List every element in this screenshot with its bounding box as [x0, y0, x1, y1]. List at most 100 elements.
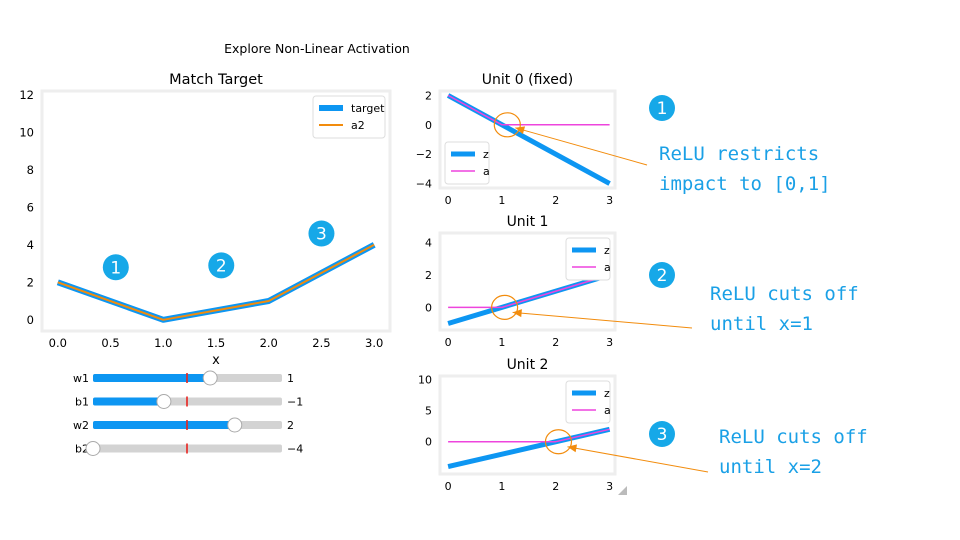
slider-value: −1	[287, 396, 303, 409]
annotation-note-line: ReLU cuts off	[719, 426, 868, 448]
highlight-circle	[491, 294, 519, 320]
badge-number: 1	[110, 258, 121, 278]
x-tick-label: 3	[606, 480, 613, 493]
x-tick-label: 3	[606, 194, 613, 207]
series-line-a	[448, 428, 610, 443]
slider-handle[interactable]	[227, 417, 243, 433]
slider-value: −4	[287, 443, 303, 456]
legend: target a2	[312, 95, 386, 139]
y-tick-label: 5	[425, 405, 432, 418]
x-tick-label: 2	[552, 194, 559, 207]
annotation-note-line: impact to [0,1]	[659, 173, 831, 195]
slider-fill	[93, 421, 235, 429]
unit-0-plot: Unit 0 (fixed) 0 1 2 3 2 0 −2 −4 za	[416, 72, 617, 207]
x-tick-label: 2.0	[260, 336, 278, 350]
slider-w1[interactable]: w1 1	[73, 370, 294, 386]
badge-circle	[308, 220, 335, 247]
chart-title: Unit 0 (fixed)	[482, 72, 573, 88]
x-tick-label: 2.5	[312, 336, 330, 350]
slider-w2[interactable]: w2 2	[73, 417, 294, 433]
x-tick-label: 1	[498, 336, 505, 349]
series-line-a2	[57, 243, 375, 321]
legend: za	[565, 237, 611, 281]
chart-title: Unit 2	[507, 357, 549, 373]
slider-fill	[93, 397, 164, 406]
legend-label-target: target	[351, 102, 385, 115]
x-tick-label: 2	[552, 480, 559, 493]
x-tick-label: 1	[498, 480, 505, 493]
slider-b2[interactable]: b2 −4	[75, 441, 303, 456]
callout-arrow-line	[512, 311, 693, 329]
slider-label: w1	[73, 372, 89, 385]
badge-circle	[649, 95, 675, 121]
x-tick-label: 1.5	[207, 336, 225, 350]
arrow-head-icon	[512, 309, 522, 318]
y-tick-label: 0	[425, 301, 432, 314]
x-tick-label: 1	[498, 194, 505, 207]
y-tick-label: 0	[425, 436, 432, 449]
badge-number: 2	[216, 256, 227, 276]
arrow-head-icon	[515, 126, 526, 135]
y-tick-label: 2	[425, 89, 432, 102]
slider-handle[interactable]	[156, 394, 172, 409]
legend: za	[444, 141, 490, 185]
legend-label-a: a	[604, 404, 611, 417]
annotation-note-line: until x=2	[719, 456, 822, 478]
slider-handle[interactable]	[85, 441, 101, 456]
x-tick-label: 2	[552, 336, 559, 349]
x-tick-label: 3	[606, 336, 613, 349]
callout-arrow-line	[567, 446, 709, 473]
highlight-circle	[544, 429, 573, 455]
y-tick-label: 8	[27, 163, 34, 177]
series-line-a	[448, 274, 610, 309]
resize-handle-icon[interactable]	[618, 486, 627, 495]
y-tick-label: 4	[425, 237, 432, 250]
x-tick-label: 0	[445, 336, 452, 349]
y-tick-label: 6	[27, 200, 34, 214]
x-tick-label: 0.0	[49, 336, 67, 350]
annotation-note-line: until x=1	[710, 313, 813, 335]
y-tick-label: 10	[418, 374, 432, 387]
slider-label: b2	[75, 443, 89, 456]
badge-circle	[208, 252, 235, 279]
badge-number: 1	[657, 99, 668, 119]
annotation-note-line: ReLU cuts off	[710, 283, 859, 305]
slider-handle[interactable]	[202, 370, 218, 386]
legend-label-z: z	[483, 148, 489, 161]
badge-circle	[649, 262, 675, 288]
x-tick-label: 1.0	[154, 336, 172, 350]
legend-label-a: a	[483, 165, 490, 178]
slider-fill	[93, 374, 211, 382]
y-tick-label: −2	[416, 148, 432, 161]
unit-2-plot: Unit 2 0 1 2 3 10 5 0 za	[418, 357, 617, 493]
y-tick-label: 12	[19, 88, 34, 102]
legend-label-a2: a2	[351, 119, 365, 132]
x-tick-label: 0.5	[101, 336, 119, 350]
highlight-circle	[493, 112, 521, 138]
y-tick-label: 4	[27, 238, 34, 252]
legend: za	[565, 380, 611, 424]
chart-title: Match Target	[169, 72, 263, 88]
slider-panel: w1 1 b1 −1 w2 2 b2 −4	[73, 370, 303, 456]
arrow-head-icon	[567, 444, 578, 453]
y-tick-label: −4	[416, 178, 432, 191]
unit-1-plot: Unit 1 0 1 2 3 4 2 0 za	[425, 214, 617, 349]
badge-circle	[649, 421, 675, 447]
legend-label-z: z	[604, 387, 610, 400]
slider-label: w2	[73, 419, 89, 432]
figure-title: Explore Non-Linear Activation	[224, 41, 410, 56]
y-tick-label: 2	[27, 275, 34, 289]
slider-label: b1	[75, 396, 89, 409]
y-tick-label: 0	[425, 119, 432, 132]
slider-value: 2	[287, 419, 294, 432]
slider-value: 1	[287, 372, 294, 385]
badge-number: 3	[657, 425, 668, 445]
x-tick-label: 0	[445, 480, 452, 493]
y-tick-label: 2	[425, 269, 432, 282]
badge-number: 2	[657, 266, 668, 286]
badge-number: 3	[316, 225, 327, 245]
slider-b1[interactable]: b1 −1	[75, 394, 303, 409]
match-target-plot: Match Target 0.0 0.5 1.0 1.5 2.0 2.5 3.0 0 2 4 6 8 10…	[19, 72, 392, 368]
x-tick-label: 0	[445, 194, 452, 207]
